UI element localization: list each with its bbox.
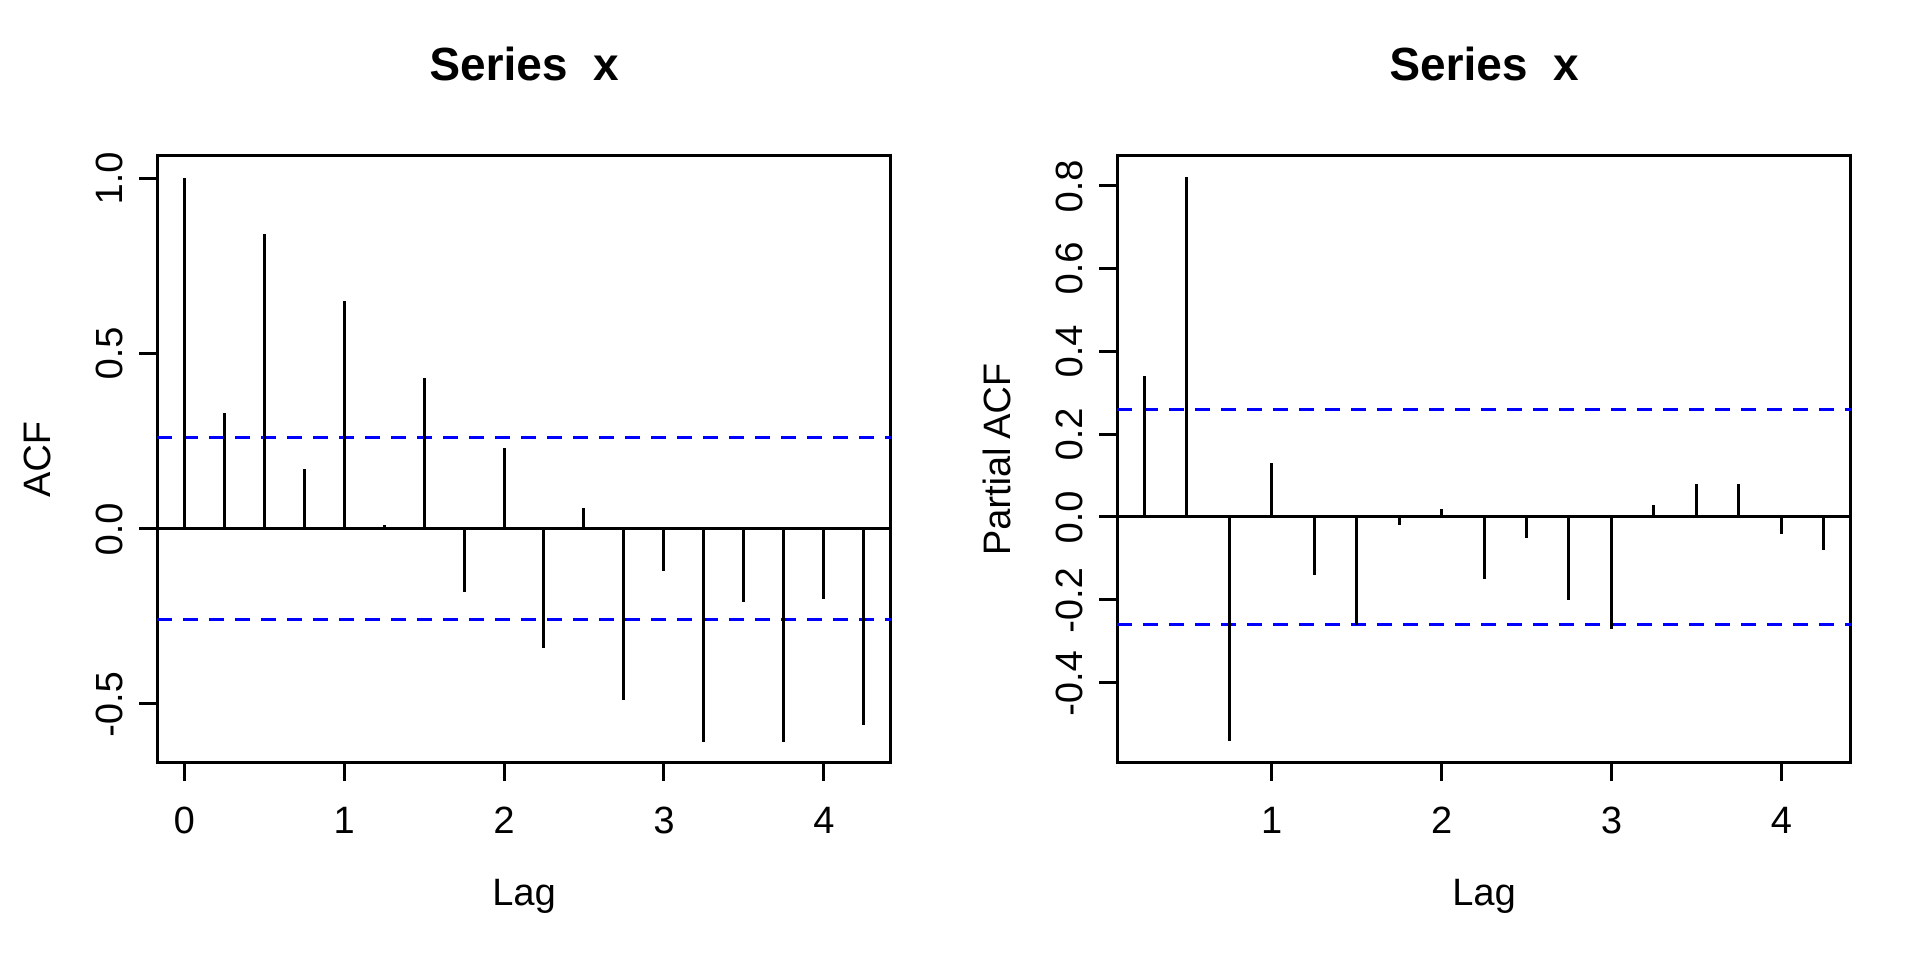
- y-tick: [1099, 349, 1117, 353]
- pacf-bar: [1694, 483, 1698, 517]
- y-tick-label: -0.5: [89, 671, 131, 737]
- pacf-bar: [1185, 177, 1189, 517]
- pacf-bar: [1397, 516, 1401, 526]
- x-tick: [1270, 763, 1274, 781]
- pacf-panel: Series x Partial ACF Lag 1 2 3 4 0.8 0.6 0.4 0.…: [960, 0, 1920, 960]
- pacf-bar: [1779, 516, 1783, 534]
- acf-bar: [502, 447, 506, 529]
- x-tick-label: 3: [653, 800, 675, 842]
- confidence-line-lower: [157, 618, 891, 622]
- x-tick: [1440, 763, 1444, 781]
- y-tick: [1099, 681, 1117, 685]
- x-tick-label: 4: [1770, 800, 1792, 842]
- x-tick: [502, 763, 506, 781]
- y-tick: [1099, 184, 1117, 188]
- pacf-bar: [1652, 504, 1656, 517]
- confidence-line-upper: [157, 435, 891, 439]
- acf-bar: [342, 300, 346, 529]
- pacf-bar: [1737, 483, 1741, 517]
- pacf-bar: [1227, 516, 1231, 741]
- confidence-line-upper: [1117, 407, 1851, 411]
- y-tick: [139, 702, 157, 706]
- x-tick-label: 3: [1600, 800, 1622, 842]
- y-tick: [139, 527, 157, 531]
- acf-bar: [582, 507, 586, 529]
- y-tick-label: 1.0: [89, 151, 131, 205]
- x-axis-label: Lag: [1452, 872, 1516, 914]
- y-axis-label: Partial ACF: [977, 362, 1019, 556]
- acf-bar: [462, 528, 466, 592]
- acf-bar: [622, 528, 626, 701]
- y-tick: [139, 176, 157, 180]
- pacf-bar: [1567, 516, 1571, 600]
- acf-bar: [182, 178, 186, 529]
- pacf-bar: [1440, 508, 1444, 517]
- x-tick-label: 1: [1261, 800, 1283, 842]
- y-tick: [1099, 598, 1117, 602]
- y-tick: [1099, 515, 1117, 519]
- y-tick-label: 0.0: [89, 502, 131, 555]
- plot-title: Series x: [429, 38, 619, 90]
- acf-bar: [542, 528, 546, 648]
- acf-bar: [782, 528, 786, 743]
- x-tick: [182, 763, 186, 781]
- pacf-bar: [1270, 463, 1274, 517]
- x-axis-label: Lag: [492, 872, 556, 914]
- x-tick: [662, 763, 666, 781]
- pacf-bar: [1312, 516, 1316, 575]
- zero-line: [157, 527, 891, 531]
- y-tick: [1099, 432, 1117, 436]
- pacf-bar: [1822, 516, 1826, 551]
- confidence-line-lower: [1117, 623, 1851, 627]
- acf-bar: [742, 528, 746, 603]
- y-tick: [139, 351, 157, 355]
- pacf-bar: [1142, 376, 1146, 517]
- acf-bar: [662, 528, 666, 571]
- pacf-bar: [1524, 516, 1528, 538]
- y-tick: [1099, 266, 1117, 270]
- acf-panel: Series x ACF Lag 0 1 2 3 4 1.0 0.5 0.0 -0.5: [17, 38, 892, 914]
- x-tick-label: 2: [1430, 800, 1453, 842]
- y-tick-label: 0.5: [89, 326, 131, 380]
- pacf-bar: [1609, 516, 1613, 629]
- x-tick-label: 1: [333, 800, 355, 842]
- x-tick-label: 4: [813, 800, 835, 842]
- x-tick-label: 2: [493, 800, 515, 842]
- acf-bar: [822, 528, 826, 599]
- pacf-bar: [1482, 516, 1486, 580]
- acf-bar: [702, 528, 706, 743]
- x-tick: [822, 763, 826, 781]
- acf-bar: [222, 412, 226, 529]
- acf-bar: [302, 468, 306, 529]
- plot-title: Series x: [1389, 38, 1579, 90]
- x-tick: [342, 763, 346, 781]
- x-tick: [1779, 763, 1783, 781]
- x-tick-label: 0: [173, 800, 195, 842]
- y-axis-label: ACF: [17, 421, 59, 497]
- acf-bar: [862, 528, 866, 725]
- acf-bar: [262, 234, 266, 529]
- acf-bar: [422, 377, 426, 529]
- acf-bar: [382, 525, 386, 529]
- y-tick-label: -0.4: [1049, 649, 1091, 716]
- plot-box: [156, 154, 892, 764]
- x-tick: [1609, 763, 1613, 781]
- pacf-bar: [1355, 516, 1359, 625]
- plot-box: [1116, 154, 1852, 764]
